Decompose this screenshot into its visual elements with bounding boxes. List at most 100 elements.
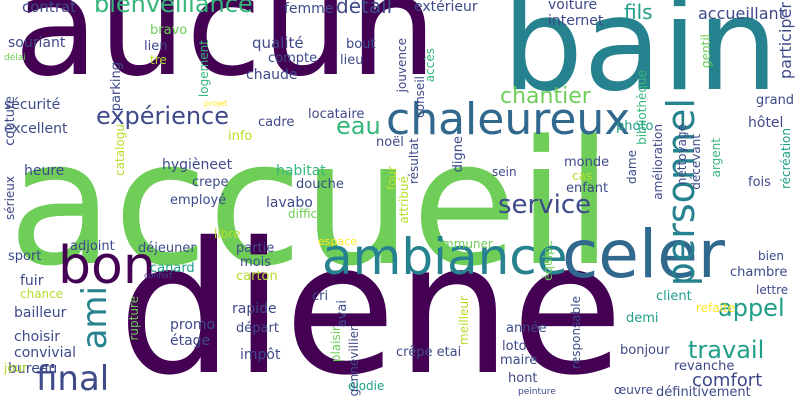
- word-loto: loto: [502, 339, 527, 354]
- word-uvre: œuvre: [614, 383, 654, 397]
- word-bon: bon: [58, 236, 156, 296]
- word-souriant: souriant: [8, 35, 66, 51]
- word-douche: douche: [296, 177, 344, 192]
- word-final: final: [36, 359, 110, 399]
- word-maire: maire: [500, 353, 538, 368]
- word-voiture: voiture: [548, 0, 598, 13]
- word-cri: cri: [312, 289, 329, 304]
- word-responsable: responsable: [569, 296, 583, 369]
- word-exterieur: extérieur: [414, 0, 478, 15]
- word-equipe: équipe: [541, 240, 555, 281]
- word-partie: partie: [236, 241, 275, 256]
- word-elodie: élodie: [348, 379, 385, 393]
- word-rapide: rapide: [232, 301, 277, 317]
- word-revanche: revanche: [674, 359, 735, 374]
- word-bonjour: bonjour: [620, 343, 670, 358]
- word-bureau: bureau: [8, 361, 58, 377]
- word-chaude: chaude: [246, 67, 298, 83]
- word-difficile: difficile: [288, 207, 332, 221]
- word-parking: parking: [109, 62, 124, 112]
- word-demi: demi: [626, 311, 659, 326]
- word-lavabo: lavabo: [266, 195, 313, 211]
- word-chambre: chambre: [730, 265, 788, 280]
- word-experience: expérience: [96, 102, 230, 130]
- word-ambiance: ambiance: [322, 228, 568, 286]
- word-bravo: bravo: [150, 23, 188, 38]
- word-cadre: cadre: [258, 115, 295, 130]
- word-serieux: sérieux: [3, 176, 17, 220]
- word-promo: promo: [170, 317, 216, 333]
- word-cas: cas: [572, 169, 593, 183]
- word-ami: ami: [75, 286, 115, 350]
- word-bailleur: bailleur: [14, 305, 67, 321]
- word-convivial: convivial: [14, 345, 76, 361]
- word-confort: confort: [144, 271, 173, 280]
- word-dejeuner: déjeuner: [138, 241, 196, 256]
- word-aucun: aucun: [14, 0, 437, 107]
- word-fils: fils: [624, 0, 653, 24]
- word-travail: travail: [688, 336, 765, 364]
- word-definitivement: définitivement: [656, 385, 751, 400]
- word-celer: celer: [562, 216, 725, 293]
- word-hygieneet: hygièneet: [162, 157, 233, 173]
- word-sein: sein: [492, 165, 517, 179]
- word-couture: couture: [3, 96, 18, 146]
- word-meilleur: meilleur: [457, 296, 471, 345]
- word-bien: bien: [758, 249, 784, 263]
- word-accueillant: accueillant: [698, 4, 785, 23]
- word-qualite: qualité: [252, 34, 304, 52]
- word-excellent: excellent: [4, 121, 68, 137]
- word-appel: appel: [718, 294, 785, 322]
- word-libre: libre: [214, 227, 241, 241]
- word-choisir: choisir: [14, 329, 60, 345]
- word-lieu: lieu: [340, 53, 364, 68]
- word-tre: tre: [150, 53, 167, 67]
- word-plaisir: plaisir: [329, 326, 343, 363]
- word-refaite: refaite: [696, 301, 736, 315]
- word-conseil: conseil: [413, 76, 427, 118]
- word-participer: participer: [776, 2, 795, 80]
- word-dame: dame: [625, 150, 639, 185]
- word-etage: étage: [170, 333, 211, 349]
- word-photo: photo: [616, 119, 654, 134]
- word-femme: femme: [284, 1, 334, 17]
- word-chance: chance: [20, 287, 64, 301]
- word-crepe-etai: crêpe etai: [396, 345, 462, 360]
- word-hont: hont: [508, 371, 538, 386]
- word-jour: jour: [4, 361, 28, 375]
- word-noel: noël: [376, 135, 404, 150]
- word-crepe: crepe: [192, 175, 229, 190]
- word-heure: heure: [24, 163, 65, 179]
- word-diene: diene: [118, 203, 624, 400]
- word-depart: départ: [236, 321, 279, 336]
- word-rupture: rupture: [127, 296, 141, 341]
- word-gentil: gentil: [699, 34, 713, 68]
- word-enfant: enfant: [566, 181, 609, 196]
- word-grand: grand: [756, 93, 795, 108]
- word-comfort: comfort: [692, 370, 763, 391]
- word-peinture: peinture: [518, 387, 556, 397]
- word-carton: carton: [236, 269, 278, 284]
- word-lien: lien: [144, 39, 168, 54]
- word-canard: canard: [150, 261, 195, 276]
- word-mois: mois: [240, 255, 272, 270]
- word-attribue: attribué: [397, 176, 411, 224]
- word-bout: bout: [346, 37, 376, 52]
- word-contrat: contrat: [22, 0, 77, 16]
- word-avai: avai: [335, 300, 350, 328]
- word-logement: logement: [197, 40, 211, 98]
- word-espace: espace: [318, 235, 358, 248]
- word-accueil: accueil: [8, 103, 613, 304]
- word-chantier: chantier: [500, 84, 591, 109]
- word-nettoyage: nettoyage: [675, 124, 689, 186]
- word-catalogu: catalogu: [113, 124, 127, 176]
- word-digne: digne: [451, 136, 466, 173]
- word-detail: détail: [336, 0, 393, 18]
- word-decevant: décevant: [689, 134, 703, 190]
- word-adjoint: adjoint: [70, 239, 115, 254]
- word-locataire: locataire: [308, 107, 365, 122]
- word-argent: argent: [709, 138, 723, 178]
- word-amelioration: amélioration: [651, 124, 665, 200]
- word-delai: délai: [4, 53, 26, 63]
